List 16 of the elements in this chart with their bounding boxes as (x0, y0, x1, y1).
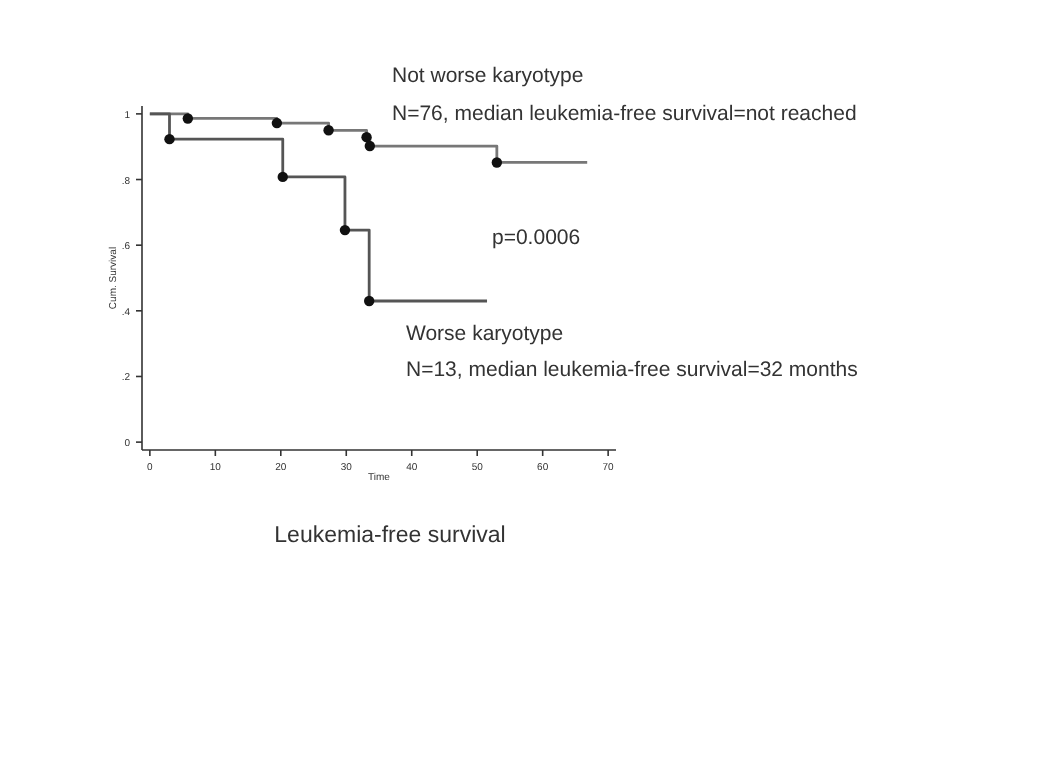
point (339, 224, 351, 236)
point (277, 171, 288, 183)
annotation: Worse karyotype (406, 322, 564, 346)
point (364, 140, 376, 152)
point (491, 157, 503, 168)
point (182, 113, 194, 124)
annotation: p=0.0006 (492, 226, 581, 250)
annotation: N=13, median leukemia-free survival=32 months (406, 358, 858, 382)
point (271, 117, 283, 129)
point (361, 131, 372, 143)
text: Not worse karyotype (392, 64, 584, 88)
point (323, 125, 334, 136)
annotation: N=76, median leukemia-free survival=not reached (392, 102, 857, 126)
text: Leukemia-free survival (274, 524, 506, 548)
point (164, 133, 175, 145)
point (363, 295, 375, 307)
